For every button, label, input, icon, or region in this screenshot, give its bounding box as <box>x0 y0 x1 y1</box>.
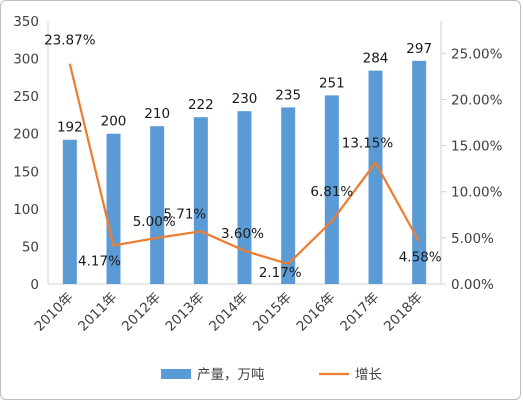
bar-output <box>324 95 339 285</box>
growth-data-label: 2.17% <box>259 265 302 281</box>
bar-data-label: 192 <box>57 120 83 136</box>
x-category-label: 2014年 <box>206 290 251 335</box>
right-y-tick-label: 25.00% <box>451 46 503 62</box>
right-y-tick-label: 5.00% <box>451 231 494 247</box>
bar-data-label: 284 <box>363 51 389 67</box>
right-y-tick-label: 20.00% <box>451 92 503 108</box>
bar-data-label: 200 <box>101 114 127 130</box>
bar-series-output <box>62 60 427 285</box>
left-y-tick-label: 250 <box>13 89 39 105</box>
bar-output <box>412 60 427 284</box>
axes: 0 50 100 150 200 250 300 350 0.00% 5.00% 10.00% 15.… <box>13 14 502 335</box>
bar-data-label: 297 <box>406 41 432 57</box>
right-y-tick-label: 15.00% <box>451 139 503 155</box>
growth-data-label: 6.81% <box>310 184 353 200</box>
line-series-growth <box>68 63 421 266</box>
legend: 产量，万吨 增长 <box>161 367 382 383</box>
bar-output <box>150 126 165 284</box>
x-category-label: 2015年 <box>250 290 295 335</box>
growth-data-label: 23.87% <box>44 33 96 49</box>
left-y-tick-label: 100 <box>13 202 39 218</box>
bar-output <box>106 133 121 284</box>
bar-data-label: 230 <box>232 91 258 107</box>
x-category-label: 2017年 <box>337 290 382 335</box>
left-y-tick-label: 200 <box>13 127 39 143</box>
left-y-tick-label: 150 <box>13 164 39 180</box>
bar-output <box>368 70 383 284</box>
x-category-label: 2010年 <box>32 290 77 335</box>
x-category-label: 2016年 <box>294 290 339 335</box>
x-category-label: 2013年 <box>163 290 208 335</box>
growth-data-label: 13.15% <box>342 136 394 152</box>
legend-label-output: 产量，万吨 <box>197 367 265 383</box>
bar-output <box>193 117 208 284</box>
growth-data-label: 3.60% <box>221 226 264 242</box>
left-y-tick-label: 0 <box>30 277 39 293</box>
bar-data-label: 235 <box>275 87 301 103</box>
growth-data-label: 4.58% <box>399 250 442 266</box>
right-y-tick-label: 10.00% <box>451 185 503 201</box>
x-category-label: 2011年 <box>75 290 120 335</box>
bar-data-label: 210 <box>144 106 170 122</box>
growth-data-label: 5.71% <box>163 206 206 222</box>
left-y-tick-label: 300 <box>13 52 39 68</box>
bar-data-label: 222 <box>188 97 214 113</box>
growth-data-label: 5.00% <box>133 214 176 230</box>
right-y-tick-label: 0.00% <box>451 277 494 293</box>
bar-output <box>237 111 252 285</box>
legend-label-growth: 增长 <box>355 367 382 383</box>
x-category-label: 2018年 <box>381 290 426 335</box>
x-category-label: 2012年 <box>119 290 164 335</box>
legend-swatch-output <box>161 369 191 379</box>
bar-output <box>281 107 296 285</box>
left-y-tick-label: 50 <box>22 239 39 255</box>
left-y-tick-label: 350 <box>13 14 39 30</box>
data-labels: 192 200 210 222 230 235 251 284 297 23.87% 4.17% 5.… <box>44 33 442 281</box>
bar-output <box>62 139 77 284</box>
bar-data-label: 251 <box>319 75 345 91</box>
growth-data-label: 4.17% <box>78 254 121 270</box>
